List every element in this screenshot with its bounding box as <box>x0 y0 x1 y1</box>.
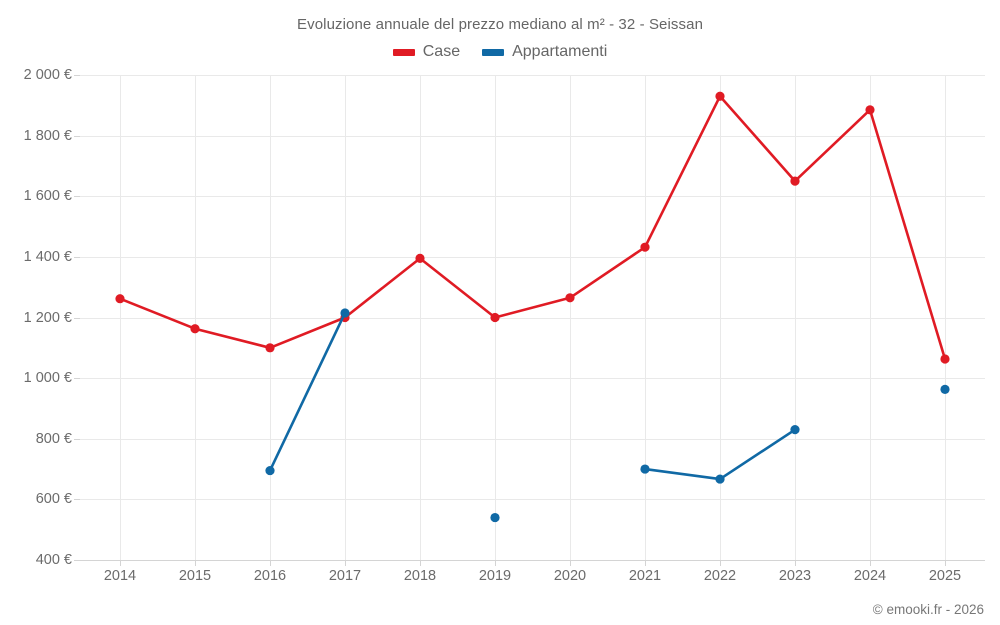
x-axis-tick-label: 2023 <box>778 568 812 584</box>
gridline-horizontal <box>80 378 985 380</box>
footer-credit: © emooki.fr - 2026 <box>872 602 984 617</box>
gridline-vertical <box>870 75 871 560</box>
gridline-vertical <box>195 75 196 560</box>
x-axis-tick-mark <box>120 560 121 566</box>
y-axis-tick-mark <box>74 317 80 319</box>
y-axis-tick-label: 1 000 € <box>23 370 72 387</box>
data-point[interactable] <box>640 242 650 252</box>
data-point[interactable] <box>265 465 275 476</box>
data-point[interactable] <box>715 474 725 484</box>
y-axis-tick-mark <box>74 438 80 440</box>
legend-label-appartamenti: Appartamenti <box>512 43 608 60</box>
y-axis: 400 € 600 € 800 € 1 000 € 1 200 € 1 400 € 1 60… <box>0 0 80 625</box>
y-axis-tick-label: 1 400 € <box>23 248 72 265</box>
x-axis-tick-mark <box>720 560 721 566</box>
data-point[interactable] <box>640 464 650 474</box>
gridline-vertical <box>420 75 421 560</box>
x-axis-tick-mark <box>870 560 871 566</box>
y-axis-tick-mark <box>74 378 80 380</box>
legend-item-appartamenti[interactable]: Appartamenti <box>482 43 607 61</box>
gridline-horizontal <box>80 317 985 319</box>
x-axis-tick-label: 2022 <box>703 568 737 584</box>
gridline-horizontal <box>80 196 985 198</box>
x-axis-tick-mark <box>495 560 496 566</box>
gridline-vertical <box>570 75 571 560</box>
data-point[interactable] <box>865 105 875 115</box>
y-axis-tick-label: 600 € <box>35 491 72 508</box>
legend-item-case[interactable]: Case <box>392 43 461 61</box>
gridline-horizontal <box>80 438 985 440</box>
series-line-appartamenti <box>268 311 347 472</box>
data-point[interactable] <box>490 312 500 323</box>
data-point[interactable] <box>490 512 500 523</box>
chart-title: Evoluzione annuale del prezzo mediano al… <box>296 16 704 33</box>
data-point[interactable] <box>940 384 950 394</box>
y-axis-tick-label: 1 600 € <box>23 188 72 205</box>
x-axis-tick-label: 2014 <box>103 568 137 584</box>
x-axis-tick-mark <box>945 560 946 566</box>
y-axis-tick-label: 2 000 € <box>23 67 72 83</box>
x-axis-tick-label: 2025 <box>928 568 962 584</box>
y-axis-tick-mark <box>74 75 80 76</box>
gridline-vertical <box>945 75 946 560</box>
gridline-horizontal <box>80 135 985 137</box>
x-axis-tick-label: 2020 <box>553 568 587 584</box>
legend-label-case: Case <box>422 43 461 60</box>
data-point[interactable] <box>190 324 200 334</box>
data-point[interactable] <box>265 343 275 353</box>
gridline-vertical <box>120 75 121 560</box>
data-point[interactable] <box>340 308 350 318</box>
data-point[interactable] <box>415 253 425 263</box>
x-axis-tick-mark <box>195 560 196 566</box>
x-axis-tick-label: 2024 <box>853 568 887 584</box>
gridline-vertical <box>720 75 721 560</box>
x-axis-tick-label: 2021 <box>628 568 662 584</box>
x-axis-tick-label: 2018 <box>403 568 437 584</box>
legend-swatch-case <box>392 48 415 56</box>
y-axis-tick-mark <box>74 499 80 501</box>
data-point[interactable] <box>715 91 725 101</box>
x-axis-tick-mark <box>420 560 421 566</box>
x-axis-tick-mark <box>570 560 571 566</box>
x-axis-tick-mark <box>795 560 796 566</box>
y-axis-tick-label: 1 200 € <box>23 309 72 326</box>
y-axis-tick-mark <box>74 135 80 137</box>
y-axis-tick-label: 1 800 € <box>23 127 72 144</box>
legend-swatch-appartamenti <box>482 48 505 56</box>
x-axis-tick-mark <box>345 560 346 566</box>
series-line-appartamenti <box>643 428 797 481</box>
data-point[interactable] <box>790 176 800 186</box>
x-axis-tick-mark <box>645 560 646 566</box>
y-axis-tick-mark <box>74 196 80 198</box>
gridline-horizontal <box>80 256 985 258</box>
x-axis-tick-label: 2016 <box>253 568 287 584</box>
gridline-vertical <box>270 75 271 560</box>
x-axis-tick-label: 2015 <box>178 568 212 584</box>
data-point[interactable] <box>565 293 575 303</box>
gridline-horizontal <box>80 75 985 76</box>
gridline-horizontal <box>80 499 985 501</box>
data-point[interactable] <box>940 354 950 364</box>
y-axis-tick-label: 800 € <box>35 430 72 447</box>
x-axis-line <box>80 560 985 561</box>
gridline-vertical <box>795 75 796 560</box>
data-point[interactable] <box>790 425 800 435</box>
x-axis-tick-label: 2019 <box>478 568 512 584</box>
y-axis-tick-mark <box>74 256 80 258</box>
gridline-vertical <box>645 75 646 560</box>
y-axis-tick-mark <box>74 560 80 561</box>
x-axis-tick-mark <box>270 560 271 566</box>
chart-legend: Case Appartamenti <box>0 43 1000 61</box>
series-line-case <box>118 94 947 361</box>
data-point[interactable] <box>115 294 125 304</box>
y-axis-tick-label: 400 € <box>35 552 72 568</box>
x-axis-tick-label: 2017 <box>328 568 362 584</box>
